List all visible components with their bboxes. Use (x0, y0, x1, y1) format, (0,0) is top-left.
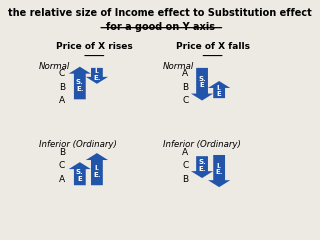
Text: S.
E: S. E (198, 76, 206, 88)
Text: A: A (182, 148, 188, 157)
Text: I.
E.: I. E. (93, 165, 101, 178)
Text: B: B (182, 83, 188, 92)
Text: C: C (59, 161, 65, 170)
Text: I.
E: I. E (217, 85, 222, 97)
Text: Normal: Normal (39, 61, 70, 71)
Text: C: C (182, 96, 188, 105)
Text: A: A (59, 96, 65, 105)
Text: I.
E.: I. E. (93, 68, 101, 81)
Text: for a good on Y axis: for a good on Y axis (106, 22, 214, 32)
Text: C: C (182, 161, 188, 170)
Text: B: B (59, 83, 65, 92)
Text: I.
E.: I. E. (215, 162, 223, 175)
Text: B: B (59, 148, 65, 157)
Text: A: A (59, 175, 65, 184)
Text: Normal: Normal (163, 61, 194, 71)
Text: S.
E.: S. E. (198, 159, 206, 172)
Text: S.
E.: S. E. (76, 79, 84, 91)
Text: S.
E: S. E (76, 169, 84, 182)
Text: C: C (59, 69, 65, 78)
Text: Price of X falls: Price of X falls (176, 42, 250, 51)
Text: the relative size of Income effect to Substitution effect: the relative size of Income effect to Su… (8, 8, 312, 18)
Text: B: B (182, 175, 188, 184)
Text: A: A (182, 69, 188, 78)
Text: Price of X rises: Price of X rises (56, 42, 133, 51)
Text: Inferior (Ordinary): Inferior (Ordinary) (39, 140, 117, 149)
Text: Inferior (Ordinary): Inferior (Ordinary) (163, 140, 241, 149)
